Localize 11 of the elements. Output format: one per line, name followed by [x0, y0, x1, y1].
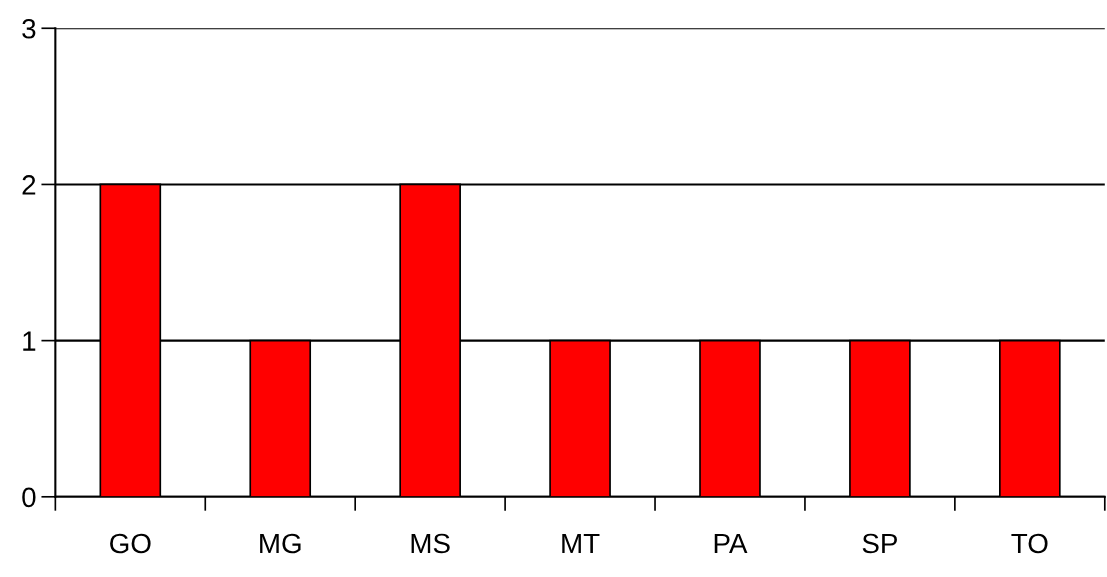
x-tick-label: PA: [714, 533, 748, 554]
y-tick-label: 0: [22, 487, 36, 508]
y-tick-label: 3: [22, 18, 36, 39]
y-tick-label: 2: [22, 175, 36, 195]
y-tick-label: 1: [23, 331, 36, 351]
x-tick-label: GO: [110, 533, 151, 554]
x-tick-label: MT: [562, 533, 600, 554]
x-tick-label: MG: [260, 533, 301, 554]
x-tick-label: MS: [411, 533, 450, 554]
x-tick-label: SP: [862, 533, 897, 554]
x-tick-label: TO: [1011, 533, 1048, 554]
